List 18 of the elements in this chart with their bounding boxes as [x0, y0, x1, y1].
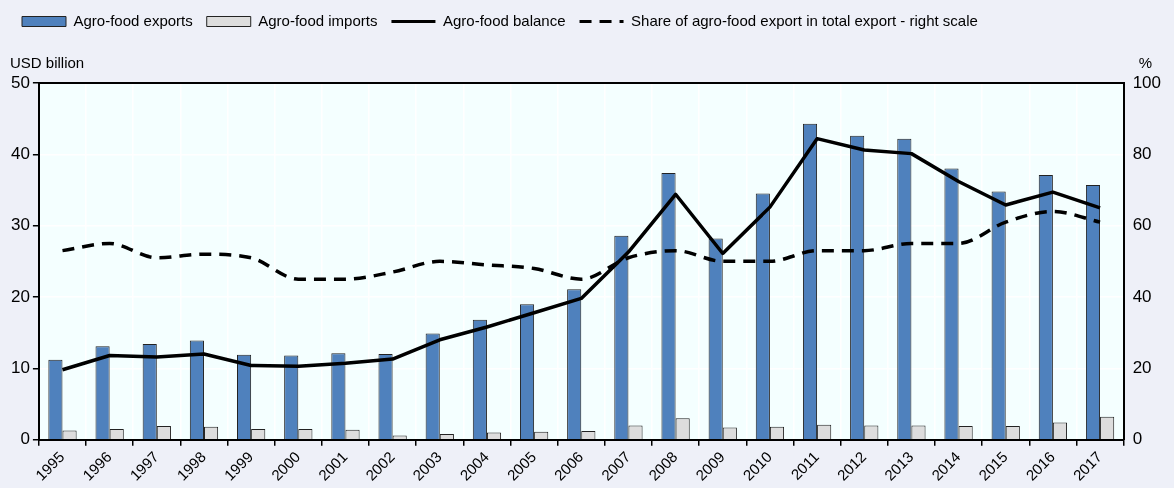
- y-tick-label: 40: [10, 144, 30, 164]
- y-tick-label: 0: [20, 429, 30, 449]
- y-tick-label: 10: [10, 358, 30, 378]
- y-axis-title: USD billion: [10, 54, 85, 71]
- y-tick-label: 20: [10, 286, 30, 306]
- legend-label: Share of agro-food export in total export - right scale: [631, 11, 978, 29]
- y2-axis-title: %: [1138, 54, 1152, 71]
- y-tick-label: 30: [10, 215, 30, 235]
- y2-tick-label: 40: [1132, 286, 1152, 306]
- y2-tick-label: 60: [1132, 215, 1152, 235]
- legend-label: Agro-food exports: [73, 11, 193, 29]
- y-tick-label: 50: [10, 72, 30, 92]
- legend-label: Agro-food balance: [442, 11, 566, 29]
- legend-label: Agro-food imports: [258, 11, 378, 29]
- y2-tick-label: 20: [1132, 358, 1152, 378]
- y2-tick-label: 0: [1132, 429, 1143, 449]
- y2-tick-label: 100: [1132, 72, 1162, 92]
- y2-tick-label: 80: [1132, 144, 1152, 164]
